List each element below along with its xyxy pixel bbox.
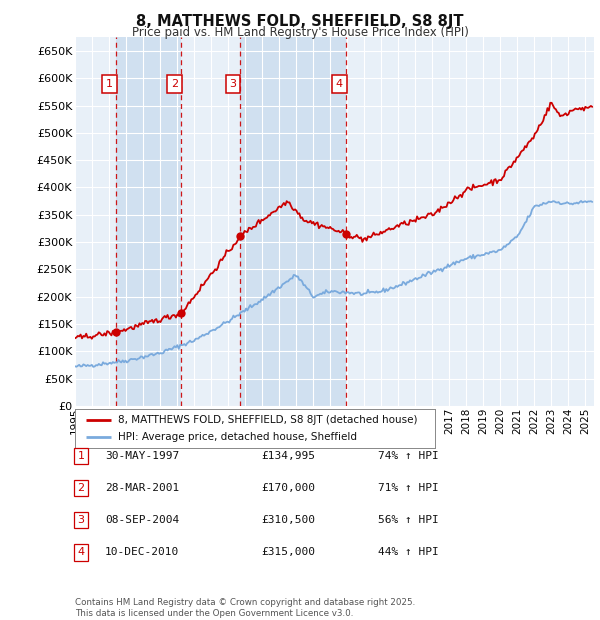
Text: £315,000: £315,000 <box>261 547 315 557</box>
Text: 4: 4 <box>336 79 343 89</box>
Bar <box>75 37 116 406</box>
Text: 3: 3 <box>230 79 236 89</box>
Bar <box>240 37 346 406</box>
Text: 2: 2 <box>77 483 85 493</box>
Text: 1: 1 <box>106 79 113 89</box>
Text: 08-SEP-2004: 08-SEP-2004 <box>105 515 179 525</box>
Text: 10-DEC-2010: 10-DEC-2010 <box>105 547 179 557</box>
Text: 30-MAY-1997: 30-MAY-1997 <box>105 451 179 461</box>
Text: 74% ↑ HPI: 74% ↑ HPI <box>378 451 439 461</box>
Text: 44% ↑ HPI: 44% ↑ HPI <box>378 547 439 557</box>
Text: 3: 3 <box>77 515 85 525</box>
Text: £170,000: £170,000 <box>261 483 315 493</box>
Text: 28-MAR-2001: 28-MAR-2001 <box>105 483 179 493</box>
Text: 71% ↑ HPI: 71% ↑ HPI <box>378 483 439 493</box>
Text: Price paid vs. HM Land Registry's House Price Index (HPI): Price paid vs. HM Land Registry's House … <box>131 26 469 39</box>
Text: 8, MATTHEWS FOLD, SHEFFIELD, S8 8JT (detached house): 8, MATTHEWS FOLD, SHEFFIELD, S8 8JT (det… <box>118 415 418 425</box>
Text: 56% ↑ HPI: 56% ↑ HPI <box>378 515 439 525</box>
Text: HPI: Average price, detached house, Sheffield: HPI: Average price, detached house, Shef… <box>118 432 357 442</box>
Text: Contains HM Land Registry data © Crown copyright and database right 2025.
This d: Contains HM Land Registry data © Crown c… <box>75 598 415 618</box>
Text: 4: 4 <box>77 547 85 557</box>
Text: £134,995: £134,995 <box>261 451 315 461</box>
Text: 2: 2 <box>171 79 178 89</box>
Text: £310,500: £310,500 <box>261 515 315 525</box>
Text: 8, MATTHEWS FOLD, SHEFFIELD, S8 8JT: 8, MATTHEWS FOLD, SHEFFIELD, S8 8JT <box>136 14 464 29</box>
Bar <box>346 37 594 406</box>
Text: 1: 1 <box>77 451 85 461</box>
Bar <box>116 37 181 406</box>
Bar <box>181 37 240 406</box>
